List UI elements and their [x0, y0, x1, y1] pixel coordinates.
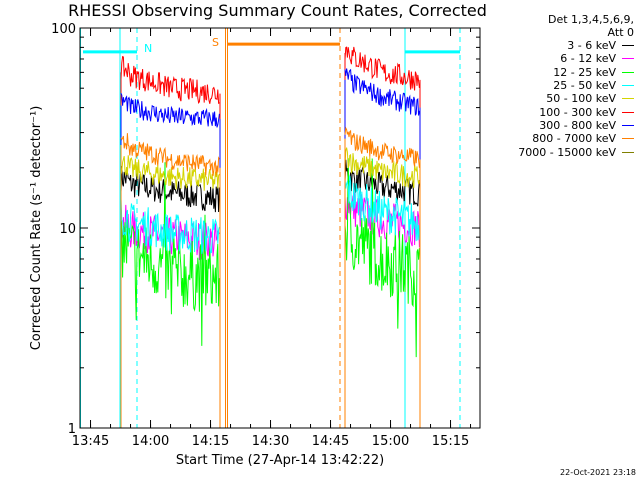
x-tick-label: 15:00 — [372, 434, 409, 449]
legend-swatch — [622, 98, 634, 100]
series-line-6-seg1 — [120, 93, 220, 128]
series-line-0-seg2 — [344, 159, 420, 207]
legend-swatch — [622, 58, 634, 60]
series-line-7-seg2 — [344, 126, 420, 168]
legend-item-label: 7000 - 15000 keV — [518, 145, 616, 159]
legend-item: 50 - 100 keV — [482, 92, 634, 105]
chart-title: RHESSI Observing Summary Count Rates, Co… — [68, 1, 487, 20]
series-line-1-seg2 — [344, 192, 420, 248]
legend-item: 25 - 50 keV — [482, 79, 634, 92]
legend-item: 7000 - 15000 keV — [482, 145, 634, 159]
series-line-4-seg2 — [344, 147, 420, 189]
legend-item: 12 - 25 keV — [482, 66, 634, 79]
legend-swatch — [622, 138, 634, 140]
legend-swatch — [622, 45, 634, 47]
generation-timestamp: 22-Oct-2021 23:18 — [560, 468, 636, 477]
y-tick-label: 100 — [51, 22, 76, 37]
legend-item-label: 800 - 7000 keV — [532, 132, 616, 146]
legend-header-line-1: Det 1,3,4,5,6,9, — [547, 13, 634, 26]
y-tick-label: 1 — [68, 422, 76, 437]
x-tick-label: 14:15 — [192, 434, 229, 449]
legend-item-label: 25 - 50 keV — [553, 79, 616, 93]
legend-item: 100 - 300 keV — [482, 105, 634, 119]
x-axis-label: Start Time (27-Apr-14 13:42:22) — [176, 453, 384, 468]
series-line-2-seg2 — [344, 158, 420, 358]
series-line-3-seg1 — [120, 199, 220, 255]
series-line-5-seg1 — [120, 55, 220, 105]
y-axis-label: Corrected Count Rate (s⁻¹ detector⁻¹) — [29, 106, 44, 351]
saa-flag-label: S — [212, 36, 219, 49]
legend-item-label: 100 - 300 keV — [539, 105, 616, 119]
x-tick-label: 14:30 — [252, 434, 289, 449]
series-line-6-seg2 — [344, 68, 420, 116]
x-tick-label: 14:45 — [312, 434, 349, 449]
x-tick-label: 15:15 — [432, 434, 469, 449]
series-line-4-seg1 — [120, 155, 220, 191]
series-line-2-seg1 — [120, 162, 220, 346]
legend-item: 3 - 6 keV — [482, 39, 634, 52]
x-tick-label: 14:00 — [132, 434, 169, 449]
legend-item-label: 50 - 100 keV — [546, 92, 616, 106]
night-flag-label: N — [144, 42, 152, 55]
legend: Det 1,3,4,5,6,9, Att 0 3 - 6 keV 6 - 12 k… — [482, 13, 634, 159]
y-tick-label: 10 — [59, 222, 76, 237]
series-line-7-seg1 — [120, 133, 220, 177]
legend-item-label: 300 - 800 keV — [539, 118, 616, 132]
legend-header-line-2: Att 0 — [607, 26, 634, 39]
legend-item: 800 - 7000 keV — [482, 132, 634, 145]
series-line-3-seg2 — [344, 175, 420, 242]
x-tick-label: 13:45 — [72, 434, 109, 449]
legend-swatch — [622, 124, 634, 126]
legend-swatch — [622, 71, 634, 73]
series-line-5-seg2 — [344, 46, 420, 91]
legend-item-label: 6 - 12 keV — [560, 52, 616, 66]
legend-item-label: 12 - 25 keV — [553, 65, 616, 79]
legend-swatch — [622, 151, 634, 153]
legend-swatch — [622, 111, 634, 113]
legend-item-label: 3 - 6 keV — [567, 39, 616, 53]
legend-item: 300 - 800 keV — [482, 119, 634, 132]
legend-swatch — [622, 85, 634, 87]
legend-item: 6 - 12 keV — [482, 52, 634, 65]
